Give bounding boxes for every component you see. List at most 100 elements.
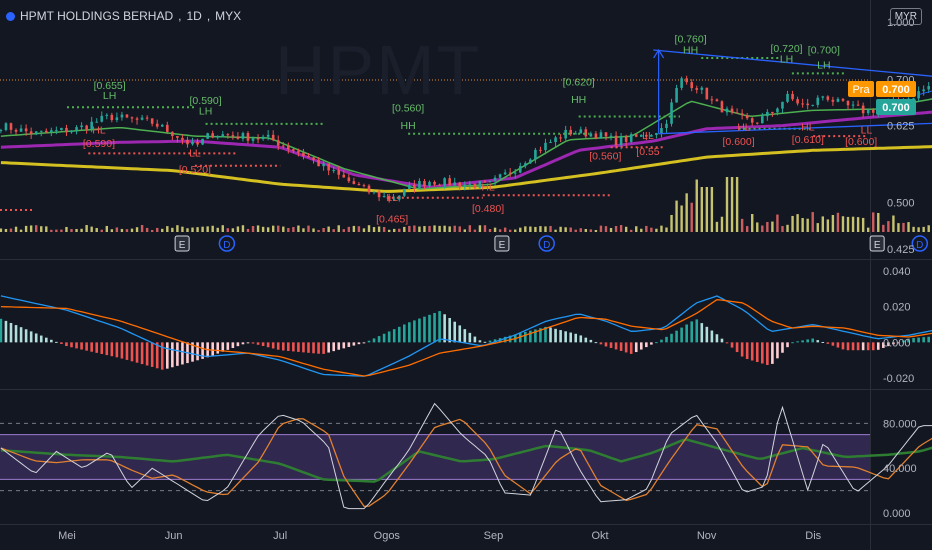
time-axis-tick: Dis — [805, 530, 821, 542]
macd-histogram-bar — [655, 342, 658, 344]
macd-histogram-bar — [246, 342, 250, 344]
volume-bar — [327, 226, 330, 232]
volume-bar — [740, 218, 744, 232]
macd-histogram-bar — [599, 342, 603, 345]
volume-bar — [866, 227, 870, 232]
macd-histogram-bar — [276, 342, 280, 350]
candle-body — [4, 123, 8, 130]
volume-bar — [725, 177, 729, 232]
volume-bar — [897, 223, 900, 232]
macd-histogram-bar — [579, 335, 583, 343]
volume-bar — [655, 228, 658, 232]
candle-body — [488, 180, 492, 182]
volume-bar — [483, 225, 487, 232]
macd-histogram-bar — [927, 336, 931, 343]
macd-histogram-bar — [166, 342, 169, 369]
candle-body — [367, 185, 371, 193]
macd-histogram-bar — [181, 342, 184, 365]
candle-body — [90, 121, 93, 130]
last-price-tag — [876, 99, 916, 115]
volume-bar — [297, 225, 300, 232]
candle-body — [922, 89, 925, 92]
price-axis-tick: 0.425 — [887, 244, 915, 256]
candle-body — [629, 134, 633, 142]
candle-body — [342, 174, 346, 178]
time-axis-tick: Okt — [591, 530, 608, 542]
macd-histogram-bar — [821, 341, 825, 343]
volume-bar — [786, 224, 789, 232]
macd-histogram-bar — [24, 329, 28, 343]
candle-body — [730, 108, 734, 113]
macd-histogram-bar — [871, 342, 875, 351]
candle-body — [347, 177, 351, 182]
volume-bar — [498, 229, 502, 232]
candle-body — [181, 137, 184, 140]
macd-histogram-bar — [236, 342, 240, 347]
premarket-price-tag — [876, 81, 916, 97]
macd-histogram-bar — [201, 342, 204, 359]
macd-histogram-bar — [115, 342, 119, 358]
volume-bar — [256, 225, 260, 232]
volume-bar — [352, 225, 356, 232]
macd-histogram-bar — [534, 329, 537, 343]
premarket-price-value: 0.700 — [882, 84, 910, 96]
macd-histogram-bar — [518, 333, 522, 343]
macd-histogram-bar — [176, 342, 179, 366]
volume-bar — [145, 227, 149, 232]
volume-bar — [443, 225, 446, 232]
macd-histogram-bar — [755, 342, 759, 363]
volume-bar — [337, 225, 340, 232]
macd-histogram-bar — [750, 342, 754, 361]
event-marker-label: E — [874, 240, 881, 251]
candle-body — [740, 113, 744, 116]
volume-bar — [14, 226, 18, 232]
macd-histogram-bar — [433, 312, 436, 343]
macd-histogram-bar — [85, 342, 88, 351]
volume-bar — [756, 222, 759, 232]
chart-header[interactable]: HPMT HOLDINGS BERHAD, 1D, MYX — [6, 9, 241, 23]
macd-histogram-bar — [846, 342, 850, 351]
candle-body — [861, 105, 865, 114]
candle-body — [645, 134, 648, 137]
macd-histogram-bar — [347, 342, 351, 347]
upper-trendline — [653, 49, 932, 77]
volume-bar — [115, 227, 119, 232]
lower-trendline — [658, 122, 932, 135]
volume-bar — [317, 229, 320, 232]
macd-histogram-bar — [216, 342, 220, 354]
currency-button[interactable]: MYR — [889, 8, 922, 25]
candle-body — [695, 88, 699, 90]
annotation-label: HH — [401, 120, 416, 132]
candle-body — [821, 96, 825, 98]
volume-bar — [569, 227, 572, 232]
candle-body — [917, 91, 920, 99]
dividend-marker — [218, 235, 236, 252]
exchange-label: MYX — [215, 9, 242, 23]
volume-bar — [720, 216, 724, 232]
volume-bar — [80, 228, 83, 232]
candle-body — [150, 118, 154, 124]
symbol-name: HPMT HOLDINGS BERHAD — [20, 9, 174, 23]
macd-histogram-bar — [332, 342, 336, 352]
macd-histogram-bar — [861, 342, 865, 351]
macd-histogram-bar — [705, 326, 709, 343]
annotation-label: LH — [199, 106, 212, 118]
volume-bar — [387, 229, 391, 232]
candle-body — [120, 114, 124, 118]
candle-body — [856, 104, 860, 106]
macd-histogram-bar — [292, 342, 295, 352]
macd-histogram-bar — [468, 332, 472, 343]
candle-body — [402, 188, 406, 196]
macd-histogram-bar — [287, 342, 290, 351]
candle-body — [750, 118, 754, 123]
volume-bar — [150, 229, 154, 232]
candle-body — [408, 184, 411, 189]
volume-bar — [458, 226, 461, 232]
macd-histogram-bar — [29, 331, 33, 343]
price-axis-tick: 0.625 — [887, 121, 915, 133]
volume-bar — [856, 217, 860, 232]
macd-histogram-bar — [105, 342, 109, 356]
volume-bar — [892, 215, 895, 232]
macd-histogram-bar — [539, 328, 542, 343]
